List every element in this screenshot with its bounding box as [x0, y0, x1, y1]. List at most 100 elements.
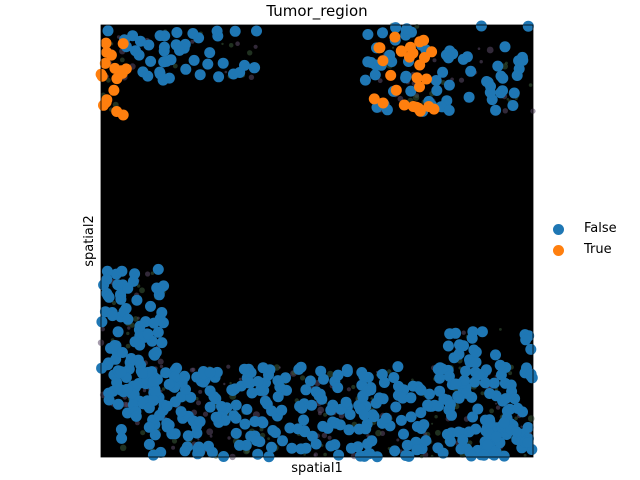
data-point [152, 326, 164, 338]
tissue-speck [377, 78, 383, 84]
data-point [122, 407, 133, 419]
data-point [316, 393, 328, 405]
data-point [157, 317, 169, 329]
legend: False True [553, 220, 633, 262]
data-point [388, 372, 400, 383]
data-point [405, 411, 417, 423]
tissue-speck [327, 370, 334, 378]
data-point [129, 336, 141, 348]
data-point [163, 419, 175, 431]
data-point [490, 431, 502, 443]
data-point [495, 87, 507, 99]
tissue-speck [253, 44, 258, 49]
data-point [401, 23, 413, 35]
data-point [110, 353, 122, 365]
data-point [213, 71, 225, 83]
data-point [434, 372, 446, 384]
tissue-speck [321, 432, 328, 439]
data-point [108, 84, 120, 96]
data-point [161, 400, 173, 412]
data-point [111, 73, 123, 85]
tissue-speck [140, 430, 146, 436]
tissue-speck [111, 300, 117, 306]
data-point [117, 38, 129, 50]
data-point [102, 25, 114, 37]
data-point [420, 435, 432, 447]
data-point [332, 369, 344, 381]
data-point [505, 379, 517, 391]
tissue-speck [508, 371, 513, 376]
data-point [143, 421, 155, 433]
data-point [115, 366, 127, 378]
data-point [250, 435, 262, 447]
data-point [111, 106, 123, 117]
data-point [206, 446, 218, 458]
tissue-speck [145, 271, 151, 277]
data-point [101, 265, 113, 277]
data-point [234, 439, 245, 451]
data-point [276, 404, 288, 416]
legend-marker-true [553, 245, 564, 256]
tissue-speck [190, 39, 195, 44]
tissue-speck [172, 63, 178, 69]
tissue-speck [375, 429, 382, 437]
data-point [137, 368, 148, 379]
data-point [142, 70, 154, 82]
tissue-speck [125, 343, 131, 349]
data-point [269, 427, 281, 438]
data-point [345, 442, 357, 454]
data-point [368, 411, 380, 423]
tissue-speck [495, 387, 499, 392]
tissue-speck [209, 434, 213, 438]
tissue-speck [501, 63, 508, 70]
data-point [96, 362, 108, 374]
data-point [202, 58, 214, 70]
tissue-speck [223, 382, 226, 386]
tissue-speck [206, 428, 214, 436]
tissue-speck [136, 284, 141, 288]
data-point [194, 69, 206, 81]
data-point [322, 422, 334, 434]
data-point [490, 445, 502, 457]
data-point [444, 398, 456, 410]
data-point [369, 69, 381, 81]
data-point [130, 45, 141, 57]
data-point [358, 370, 370, 382]
data-point [129, 268, 141, 280]
data-point [143, 39, 155, 51]
data-point [171, 362, 183, 374]
data-point [277, 435, 288, 447]
data-point [460, 365, 472, 377]
data-point [428, 103, 440, 115]
data-point [175, 406, 187, 418]
data-point [411, 444, 423, 456]
data-point [358, 409, 370, 421]
data-point [507, 100, 519, 111]
data-point [334, 419, 346, 431]
data-point [252, 448, 264, 460]
data-point [325, 404, 337, 416]
data-point [218, 451, 230, 462]
data-point [242, 377, 254, 389]
data-point [257, 362, 269, 374]
data-point [156, 307, 168, 318]
tissue-speck [227, 436, 231, 440]
data-point [227, 385, 239, 396]
data-point [100, 37, 112, 49]
data-point [393, 380, 404, 392]
data-point [238, 363, 250, 375]
data-point [158, 41, 170, 53]
tissue-speck [520, 425, 523, 428]
tissue-speck [120, 444, 127, 451]
data-point [182, 430, 194, 442]
data-point [397, 392, 409, 404]
data-point [373, 392, 385, 404]
data-point [217, 57, 229, 69]
data-point [398, 428, 409, 440]
tissue-speck [387, 369, 392, 374]
data-point [450, 327, 462, 339]
data-point [494, 359, 506, 371]
data-point [340, 396, 352, 408]
data-point [145, 55, 157, 67]
